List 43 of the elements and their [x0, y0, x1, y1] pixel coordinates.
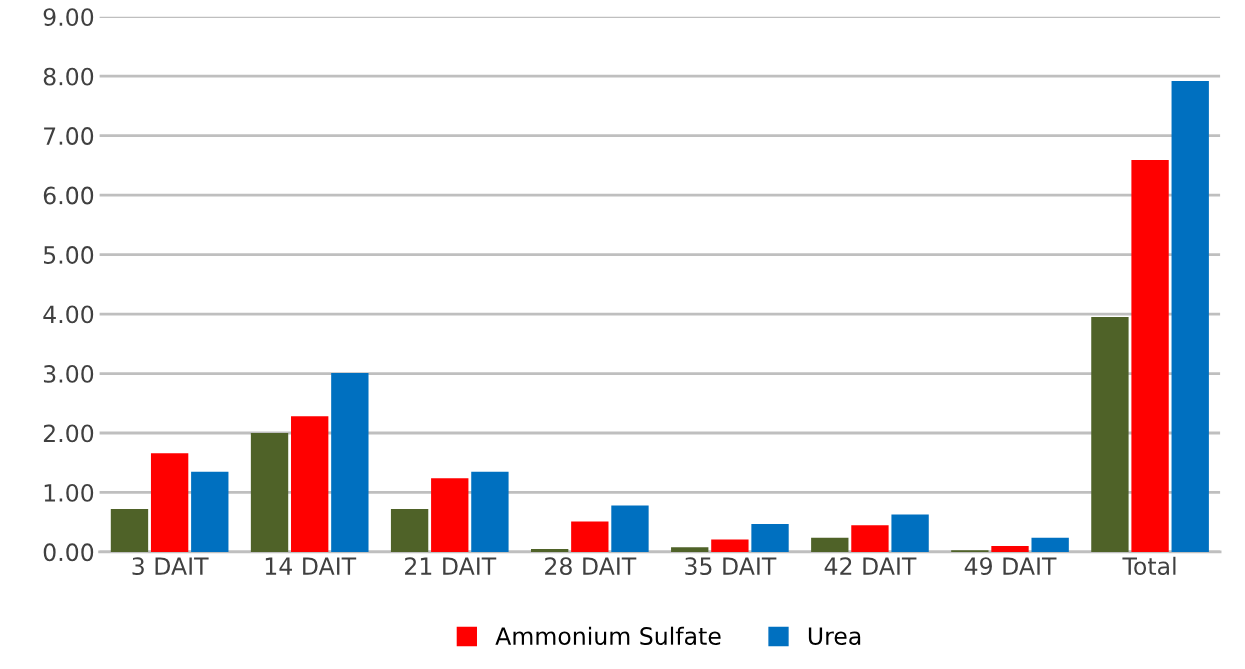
- bar: [291, 416, 329, 552]
- legend-label: Ammonium Sulfate: [495, 626, 721, 645]
- bar: [711, 539, 749, 552]
- bar: [1031, 537, 1069, 552]
- bar: [991, 545, 1029, 552]
- bar: [851, 525, 889, 552]
- bar: [1131, 160, 1169, 552]
- x-tick-label: 14 DAIT: [265, 557, 357, 575]
- x-tick-label: 3 DAIT: [132, 557, 209, 576]
- bar: [671, 547, 709, 552]
- bar: [250, 432, 289, 552]
- y-tick-label: 1.00: [44, 483, 94, 502]
- x-tick-label: 28 DAIT: [545, 557, 637, 576]
- bar: [390, 509, 429, 552]
- bar: [751, 523, 789, 552]
- y-tick-label: 7.00: [44, 127, 94, 145]
- y-tick-label: 4.00: [43, 305, 94, 324]
- bar: [891, 514, 929, 552]
- x-tick-label: 42 DAIT: [824, 557, 917, 575]
- x-tick-label: 49 DAIT: [964, 557, 1057, 576]
- bar: [191, 471, 229, 552]
- x-tick-label: 21 DAIT: [405, 557, 497, 575]
- y-tick-label: 8.00: [43, 67, 94, 86]
- y-tick-label: 2.00: [43, 424, 94, 443]
- bar: [611, 505, 649, 552]
- bar: [431, 478, 469, 552]
- bar: [571, 521, 609, 552]
- bar: [471, 471, 509, 552]
- y-tick-label: 9.00: [43, 8, 94, 27]
- x-tick-label: 35 DAIT: [685, 557, 777, 576]
- bar: [1171, 80, 1209, 552]
- y-tick-label: 3.00: [43, 364, 94, 383]
- bar: [1091, 317, 1129, 552]
- y-tick-label: 6.00: [43, 186, 94, 205]
- x-tick-label: Total: [1122, 556, 1176, 576]
- legend-label: Urea: [808, 627, 861, 645]
- bar: [150, 453, 189, 552]
- bar: [331, 372, 369, 552]
- y-tick-label: 5.00: [43, 246, 94, 264]
- bar: [811, 537, 849, 552]
- y-tick-label: 0.00: [43, 543, 94, 562]
- bar: [110, 509, 149, 552]
- bar: [530, 548, 569, 552]
